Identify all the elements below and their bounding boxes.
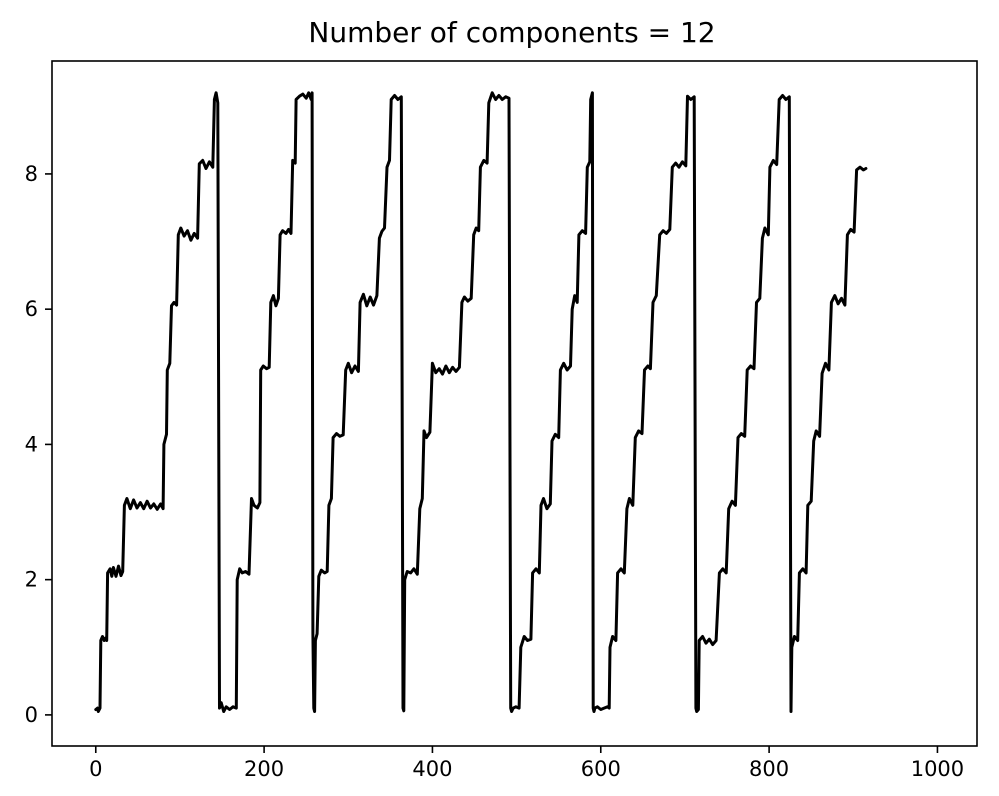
y-tick-label: 2 bbox=[25, 568, 38, 592]
plot-area bbox=[94, 91, 868, 713]
x-tick-label: 600 bbox=[581, 757, 621, 781]
x-tick-label: 0 bbox=[89, 757, 102, 781]
x-tick-label: 800 bbox=[749, 757, 789, 781]
x-tick-label: 200 bbox=[244, 757, 284, 781]
y-tick-label: 0 bbox=[25, 703, 38, 727]
y-tick-label: 6 bbox=[25, 297, 38, 321]
x-tick-label: 1000 bbox=[911, 757, 964, 781]
series-line bbox=[94, 91, 868, 713]
x-tick-label: 400 bbox=[412, 757, 452, 781]
y-tick-label: 8 bbox=[25, 162, 38, 186]
axes-frame bbox=[51, 60, 978, 747]
y-axis: 0 2 4 6 8 bbox=[25, 162, 52, 727]
chart-title: Number of components = 12 bbox=[308, 16, 715, 49]
x-axis: 0 200 400 600 800 1000 bbox=[89, 746, 964, 781]
y-tick-label: 4 bbox=[25, 432, 38, 456]
